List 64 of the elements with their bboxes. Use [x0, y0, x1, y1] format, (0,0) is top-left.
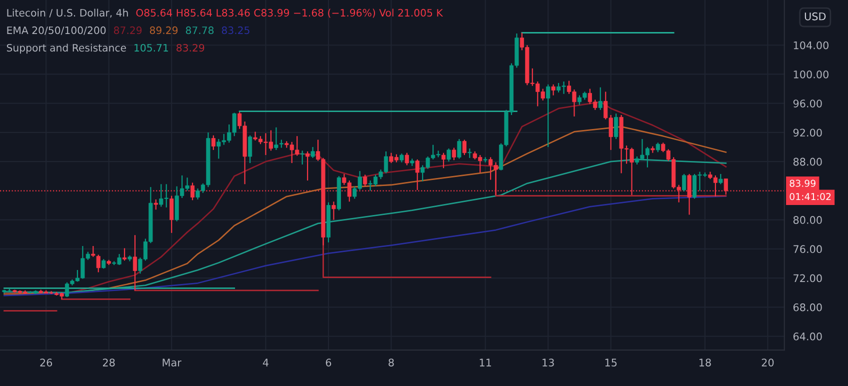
ref-line-label: 83.99: [790, 180, 816, 187]
candlestick: [132, 234, 138, 291]
candlestick: [170, 195, 174, 234]
candlestick: [614, 112, 618, 140]
annotation: 105.71: [134, 44, 168, 52]
x-tick-label: 26: [40, 358, 52, 366]
candlestick: [468, 148, 472, 158]
candlestick: [310, 146, 315, 158]
candlestick: [274, 126, 278, 150]
y-tick-label: 88.00: [793, 158, 822, 166]
x-tick-label: 13: [542, 358, 554, 366]
candlestick: [122, 248, 127, 262]
candlestick: [457, 138, 462, 160]
annotation: 87.29: [114, 26, 142, 34]
candlestick: [96, 254, 100, 273]
candlestick: [598, 86, 602, 110]
annotation: 89.29: [150, 26, 178, 34]
candlestick: [154, 198, 158, 210]
x-tick-label: 6: [326, 358, 332, 366]
x-tick-label: 11: [480, 358, 492, 366]
x-tick-label: 20: [762, 358, 774, 366]
candlestick: [452, 147, 456, 161]
candlestick: [211, 134, 216, 150]
candlestick: [91, 245, 96, 258]
annotation: EMA 20/50/100/200: [7, 26, 106, 35]
annotation: O85.64 H85.64 L83.46 C83.99 −1.68 (−1.96%) Vol 21.005 K: [136, 8, 444, 18]
annotation: 83.29: [176, 44, 204, 52]
candlestick: [656, 142, 660, 153]
x-tick-label: Mar: [162, 358, 182, 366]
x-tick-label: 8: [388, 358, 394, 366]
text: 01:41:02: [790, 193, 831, 200]
candlestick: [546, 84, 550, 148]
candlestick: [404, 152, 409, 166]
y-tick-label: 92.00: [793, 128, 822, 137]
candlestick: [415, 158, 420, 191]
candlestick: [102, 258, 106, 270]
y-tick-label: 68.00: [793, 303, 822, 312]
x-tick-label: 15: [605, 358, 617, 366]
y-tick-label: 64.00: [793, 332, 822, 340]
candlestick: [306, 150, 310, 182]
x-tick-label: 4: [262, 358, 268, 366]
annotation: 87.78: [186, 26, 214, 34]
candlestick: [682, 173, 686, 192]
text: USD: [804, 12, 826, 20]
candlestick: [718, 173, 723, 185]
candlestick: [446, 148, 451, 162]
y-tick-label: 80.00: [793, 216, 822, 224]
candlestick: [332, 201, 336, 220]
y-tick-label: 96.00: [793, 100, 822, 108]
annotation: 83.25: [222, 26, 250, 34]
annotation: Support and Resistance: [6, 44, 126, 54]
candlestick: [248, 134, 252, 164]
x-tick-label: 28: [102, 358, 115, 366]
y-tick-label: 72.00: [794, 274, 822, 282]
candlestick: [441, 152, 446, 169]
y-tick-label: 76.00: [794, 245, 822, 254]
y-tick-label: 100.00: [794, 70, 828, 78]
candlestick: [462, 139, 466, 156]
candlestick: [551, 84, 556, 96]
x-tick-label: 18: [699, 358, 711, 366]
text: Litecoin / U.S. Dollar, 4h: [7, 8, 128, 18]
candlestick: [300, 150, 304, 166]
y-tick-label: 104.00: [794, 41, 828, 50]
candlestick: [363, 174, 368, 187]
